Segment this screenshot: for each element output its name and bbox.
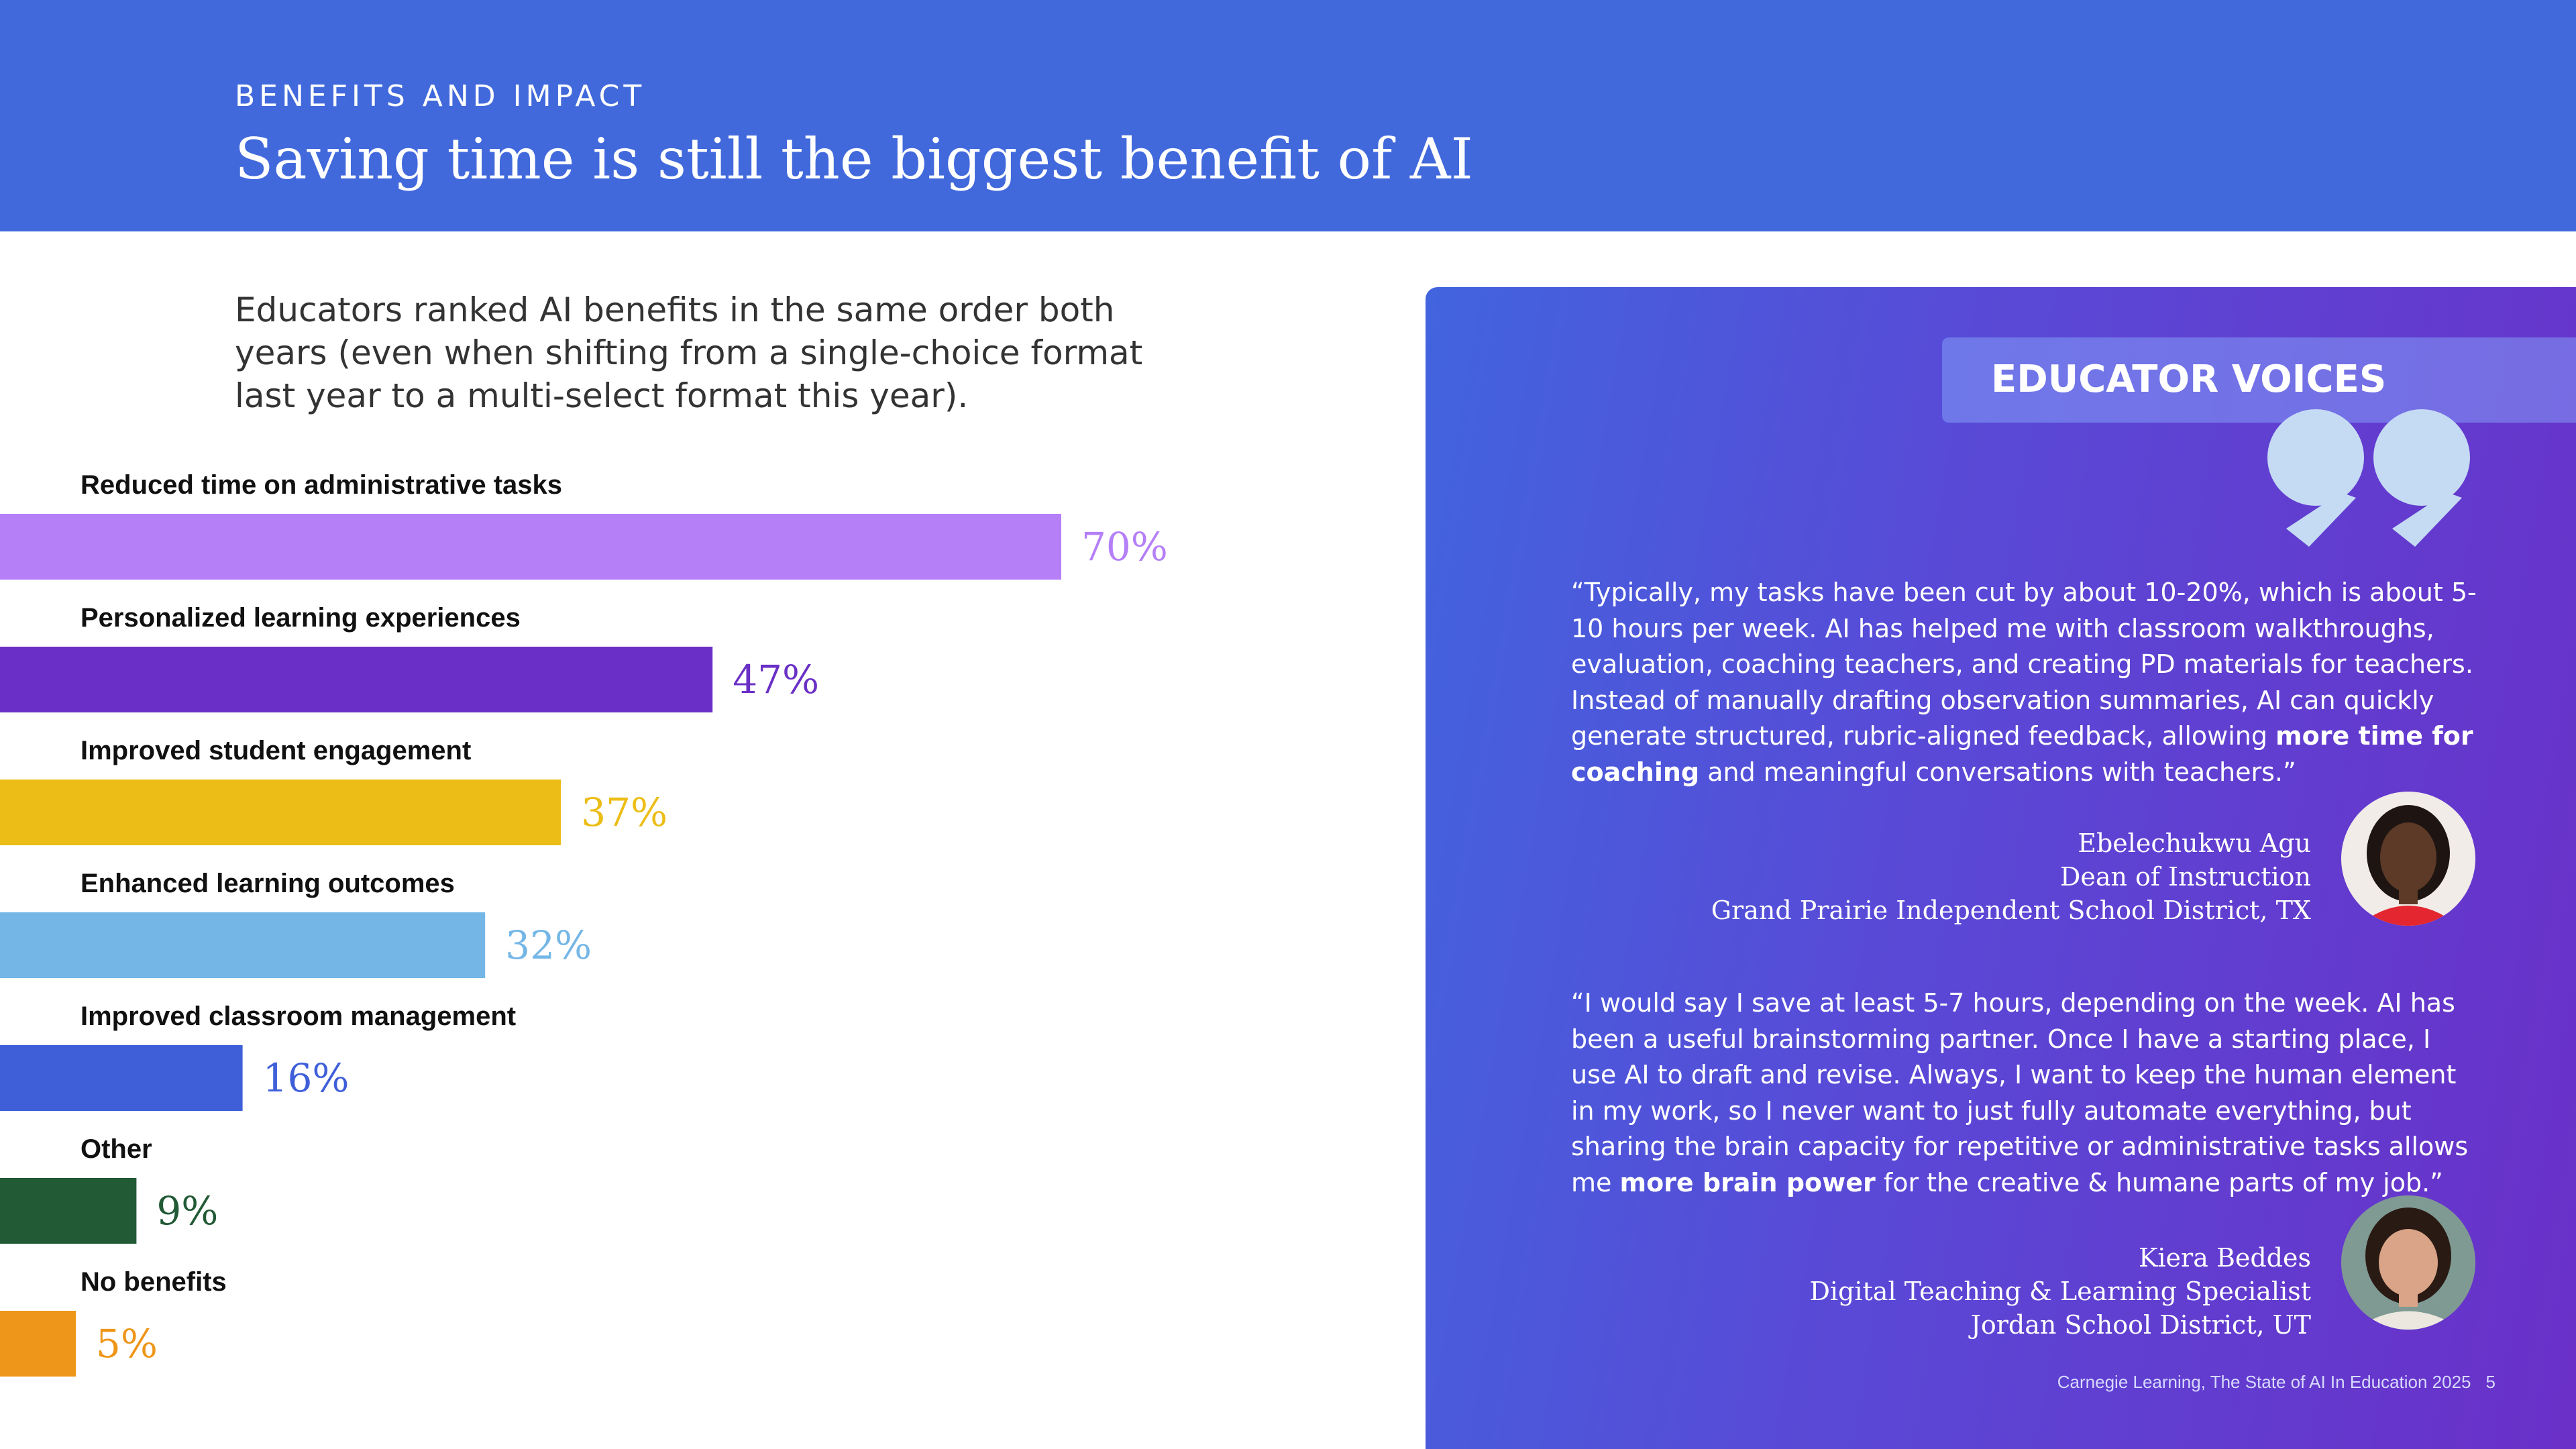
bar-value-label: 37%	[581, 790, 667, 835]
bar	[0, 514, 1061, 580]
portrait-photo-icon	[2341, 1195, 2475, 1330]
bar-value-label: 16%	[263, 1055, 350, 1101]
bar-value-label: 5%	[96, 1321, 158, 1366]
bar-category-label: Improved student engagement	[80, 736, 471, 765]
chart-intro-text: Educators ranked AI benefits in the same…	[235, 290, 1143, 415]
bar	[0, 647, 713, 712]
testimonial-org-2: Jordan School District, UT	[1970, 1310, 2311, 1340]
header-banner	[0, 0, 2576, 231]
page-footer: Carnegie Learning, The State of AI In Ed…	[2057, 1372, 2496, 1393]
footer-source: Carnegie Learning, The State of AI In Ed…	[2057, 1372, 2471, 1392]
quote-highlight-1: more time for coaching	[1571, 721, 2473, 787]
testimonial-quote-2: “I would say I save at least 5-7 hours, …	[1571, 988, 2469, 1197]
testimonial-attribution-2: Kiera Beddes Digital Teaching & Learning…	[1809, 1241, 2311, 1342]
benefits-bar-chart: Reduced time on administrative tasks 70% P…	[0, 470, 1168, 1377]
testimonial-role-2: Digital Teaching & Learning Specialist	[1809, 1277, 2311, 1306]
bar-value-label: 47%	[733, 657, 819, 702]
bar	[0, 1178, 137, 1244]
quote-highlight-2: more brain power	[1619, 1167, 1876, 1197]
page-title: Saving time is still the biggest benefit…	[235, 126, 1473, 192]
bar-category-label: No benefits	[80, 1267, 227, 1297]
bar	[0, 1311, 76, 1377]
bar-value-label: 9%	[156, 1188, 218, 1234]
testimonial-name-1: Ebelechukwu Agu	[2078, 828, 2311, 858]
testimonial-org-1: Grand Prairie Independent School Distric…	[1711, 896, 2311, 925]
bar-category-label: Enhanced learning outcomes	[80, 869, 455, 898]
educator-voices-tag	[1942, 337, 2576, 423]
testimonial-role-1: Dean of Instruction	[2059, 862, 2311, 892]
quote-marks-icon	[2267, 409, 2470, 547]
bar-category-label: Reduced time on administrative tasks	[80, 470, 562, 500]
educator-voices-label: EDUCATOR VOICES	[1991, 358, 2387, 401]
bar-category-label: Improved classroom management	[80, 1002, 516, 1031]
bar-category-label: Other	[80, 1134, 152, 1164]
portrait-photo-icon	[2341, 792, 2475, 926]
testimonial-name-2: Kiera Beddes	[2139, 1243, 2311, 1273]
bar	[0, 1045, 243, 1111]
testimonial-quote-1: “Typically, my tasks have been cut by ab…	[1571, 578, 2477, 787]
bar-category-label: Personalized learning experiences	[80, 603, 521, 633]
page-number: 5	[2485, 1372, 2496, 1392]
bar	[0, 912, 486, 978]
bar	[0, 780, 561, 845]
testimonial-attribution-1: Ebelechukwu Agu Dean of Instruction Gran…	[1711, 826, 2311, 927]
avatar-kiera-beddes	[2341, 1195, 2475, 1330]
bar-value-label: 32%	[505, 922, 592, 968]
section-eyebrow: BENEFITS AND IMPACT	[235, 79, 646, 113]
bar-value-label: 70%	[1081, 524, 1168, 570]
avatar-ebelechukwu-agu	[2341, 792, 2475, 926]
